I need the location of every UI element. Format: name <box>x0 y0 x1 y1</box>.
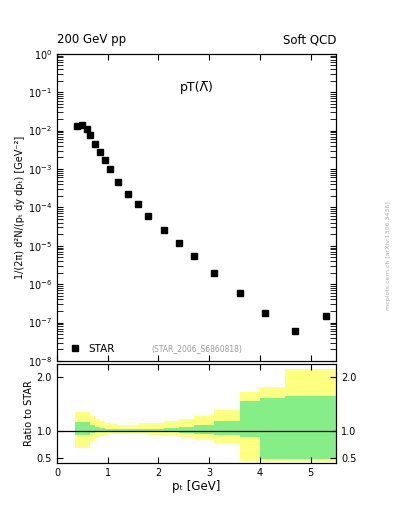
STAR <box>136 201 141 207</box>
STAR <box>75 123 80 129</box>
STAR <box>263 310 267 316</box>
STAR <box>126 191 130 197</box>
Legend: STAR: STAR <box>62 342 117 356</box>
Text: (STAR_2006_S6860818): (STAR_2006_S6860818) <box>151 344 242 353</box>
STAR <box>85 126 90 132</box>
STAR <box>98 148 103 155</box>
STAR <box>192 252 196 259</box>
STAR <box>88 132 92 138</box>
STAR <box>237 290 242 296</box>
STAR <box>103 157 108 163</box>
Y-axis label: 1/(2π) d²N/(pₜ dy dpₜ) [GeV⁻²]: 1/(2π) d²N/(pₜ dy dpₜ) [GeV⁻²] <box>15 136 25 279</box>
Y-axis label: Ratio to STAR: Ratio to STAR <box>24 380 34 446</box>
X-axis label: pₜ [GeV]: pₜ [GeV] <box>172 480 221 493</box>
Text: mcplots.cern.ch [arXiv:1306.3436]: mcplots.cern.ch [arXiv:1306.3436] <box>386 202 391 310</box>
STAR <box>212 269 217 275</box>
Text: Soft QCD: Soft QCD <box>283 33 336 46</box>
STAR <box>293 328 298 334</box>
STAR <box>93 141 97 147</box>
STAR <box>116 179 120 185</box>
Text: pT(Λ̅): pT(Λ̅) <box>180 81 213 94</box>
STAR <box>161 227 166 233</box>
STAR <box>323 313 328 319</box>
Line: STAR: STAR <box>74 122 329 334</box>
STAR <box>146 213 151 219</box>
Text: 200 GeV pp: 200 GeV pp <box>57 33 126 46</box>
STAR <box>80 122 85 128</box>
STAR <box>108 166 113 172</box>
STAR <box>176 240 181 246</box>
